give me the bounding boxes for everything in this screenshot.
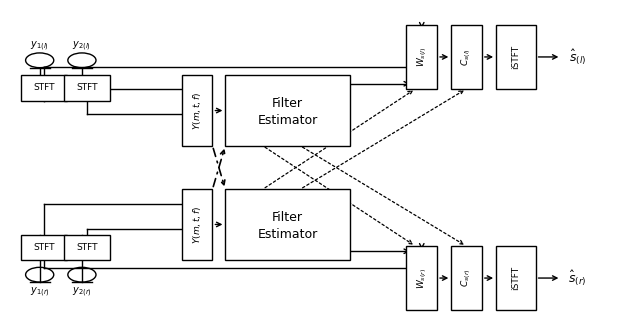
Bar — [64, 234, 110, 260]
Bar — [182, 75, 212, 146]
Bar — [496, 25, 536, 89]
Text: $y_{2(r)}$: $y_{2(r)}$ — [72, 285, 92, 299]
Bar — [406, 25, 437, 89]
Text: $Y(m, t, f)$: $Y(m, t, f)$ — [191, 91, 203, 130]
Text: STFT: STFT — [76, 243, 98, 252]
Text: $y_{2(l)}$: $y_{2(l)}$ — [72, 40, 92, 53]
Bar — [225, 189, 350, 260]
Text: Estimator: Estimator — [257, 114, 318, 127]
Text: Filter: Filter — [272, 97, 303, 110]
Text: $y_{1(r)}$: $y_{1(r)}$ — [29, 285, 50, 299]
Text: $Y(m, t, f)$: $Y(m, t, f)$ — [191, 205, 203, 244]
Bar — [21, 234, 67, 260]
Bar — [182, 189, 212, 260]
Bar — [64, 75, 110, 100]
Text: $y_{1(l)}$: $y_{1(l)}$ — [30, 40, 49, 53]
Bar — [451, 25, 482, 89]
Text: $\hat{s}_{(l)}$: $\hat{s}_{(l)}$ — [569, 47, 586, 67]
Text: $\hat{s}_{(r)}$: $\hat{s}_{(r)}$ — [568, 268, 586, 288]
Bar — [496, 246, 536, 310]
Text: $C_{s(r)}$: $C_{s(r)}$ — [460, 269, 474, 287]
Bar — [225, 75, 350, 146]
Text: $C_{s(l)}$: $C_{s(l)}$ — [460, 48, 474, 66]
Text: Filter: Filter — [272, 211, 303, 224]
Text: iSTFT: iSTFT — [511, 266, 520, 290]
Text: STFT: STFT — [33, 243, 55, 252]
Text: STFT: STFT — [76, 83, 98, 92]
Text: $W_{s(r)}$: $W_{s(r)}$ — [415, 267, 429, 289]
Text: iSTFT: iSTFT — [511, 45, 520, 69]
Bar — [406, 246, 437, 310]
Text: STFT: STFT — [33, 83, 55, 92]
Bar — [21, 75, 67, 100]
Bar — [451, 246, 482, 310]
Text: Estimator: Estimator — [257, 228, 318, 241]
Text: $W_{s(l)}$: $W_{s(l)}$ — [415, 47, 429, 67]
